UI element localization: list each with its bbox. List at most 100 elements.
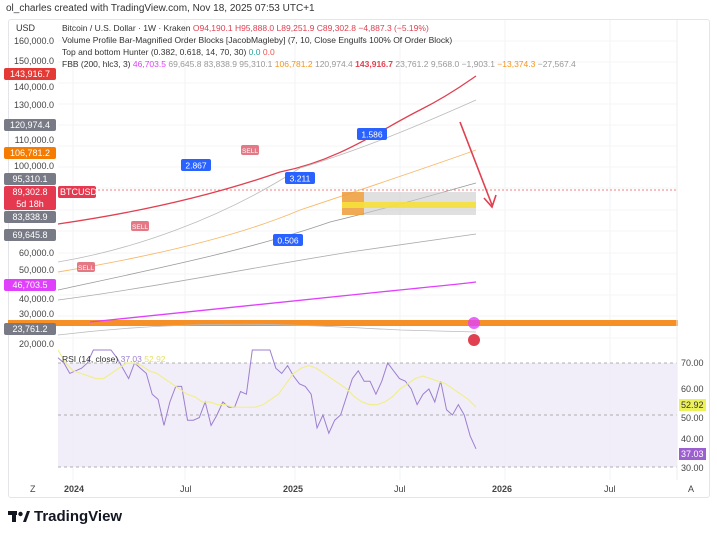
band-tag: 69,645.8: [4, 229, 56, 241]
close-value: C89,302.8: [316, 23, 356, 33]
high-value: H95,888.0: [234, 23, 275, 33]
band-mid: [57, 149, 477, 273]
time-tick: 2024: [64, 484, 85, 494]
chart-frame: [8, 19, 710, 498]
change-value: −4,887.3 (−5.19%): [358, 23, 429, 33]
price-tick: 160,000.0: [13, 36, 54, 46]
us-flag-icon: [468, 334, 480, 346]
tbh-value-1: 0.0: [248, 47, 261, 57]
rsi-value: 37.03: [120, 354, 142, 364]
fbb-value: 83,838.9: [203, 59, 237, 69]
rsi-value-tag: 37.03: [679, 448, 706, 460]
last-price-tag: 89,302.8: [4, 186, 56, 198]
fbb-value: 120,974.4: [314, 59, 353, 69]
fbb-value: 69,645.8: [168, 59, 202, 69]
rsi-tick: 40.00: [681, 434, 704, 444]
band-tag: 83,838.9: [4, 211, 56, 223]
open-value: O94,190.1: [192, 23, 233, 33]
zoom-z-button[interactable]: Z: [30, 484, 36, 494]
rsi-name: RSI (14, close): [62, 354, 119, 364]
symbol-name: Bitcoin / U.S. Dollar · 1W · Kraken: [62, 23, 191, 33]
fbb-value: 9,568.0: [430, 59, 460, 69]
band-lower: [89, 281, 477, 323]
upper-band-tag: 143,916.7: [4, 68, 56, 80]
mid-band-tag: 106,781.2: [4, 147, 56, 159]
sell-signal: [131, 221, 149, 231]
price-tick: 60,000.0: [18, 248, 54, 258]
fbb-value: 46,703.5: [132, 59, 166, 69]
currency-label: USD: [16, 23, 36, 33]
ratio-label: [181, 159, 211, 171]
volume-poc: [342, 202, 476, 208]
price-tick: 40,000.0: [18, 294, 54, 304]
ratio-label-text: 3.211: [290, 174, 311, 184]
fbb-value: −27,567.4: [537, 59, 576, 69]
sell-signal-text: SELL: [132, 224, 148, 231]
ratio-label-text: 2.867: [185, 161, 207, 171]
sell-signal: [241, 145, 259, 155]
tbh-indicator-legend[interactable]: Top and bottom Hunter (0.382, 0.618, 14,…: [62, 47, 275, 57]
fbb-value: 143,916.7: [355, 59, 393, 69]
rsi-line: [57, 349, 477, 450]
fbb-name: FBB (200, hlc3, 3): [62, 59, 131, 69]
time-tick: Jul: [394, 484, 406, 494]
band-5: [57, 233, 477, 301]
time-tick: Jul: [604, 484, 616, 494]
price-tick: 30,000.0: [18, 309, 54, 319]
bar-countdown: 5d 18h: [4, 198, 56, 210]
price-tick: 150,000.0: [13, 56, 54, 66]
price-tick: 140,000.0: [13, 82, 54, 92]
band-2: [57, 99, 477, 263]
band-upper: [57, 75, 477, 225]
brand-name: TradingView: [34, 508, 123, 525]
rsi-tick: 50.00: [681, 413, 704, 423]
fbb-value: −1,903.1: [461, 59, 495, 69]
tbh-value-2: 0.0: [262, 47, 275, 57]
band-tag: 23,761.2: [4, 323, 56, 335]
band-tag: 95,310.1: [4, 173, 56, 185]
tv-logo-icon: [8, 511, 30, 522]
time-tick: Jul: [180, 484, 192, 494]
projection-arrow: [459, 121, 497, 209]
rsi-legend[interactable]: RSI (14, close) 37.03 52.92: [62, 354, 166, 364]
band-7: [57, 323, 477, 336]
price-tick: 50,000.0: [18, 265, 54, 275]
price-tick: 100,000.0: [13, 161, 54, 171]
time-tick: 2025: [283, 484, 304, 494]
symbol-legend[interactable]: Bitcoin / U.S. Dollar · 1W · Kraken O94,…: [62, 23, 429, 33]
support-zone: [8, 320, 678, 326]
sell-signal-text: SELL: [78, 265, 94, 272]
fbb-indicator-legend[interactable]: FBB (200, hlc3, 3) 46,703.5 69,645.8 83,…: [62, 59, 576, 69]
tbh-name: Top and bottom Hunter (0.382, 0.618, 14,…: [62, 47, 247, 57]
auto-scale-button[interactable]: A: [688, 484, 695, 494]
rsi-plot: [57, 349, 477, 450]
symbol-tag: BTCUSD: [58, 186, 98, 198]
rsi-tick: 60.00: [681, 384, 704, 394]
fbb-value: 23,761.2: [395, 59, 429, 69]
ratio-label: [273, 234, 303, 246]
ratio-label-text: 1.586: [361, 130, 383, 140]
sell-signal: [77, 262, 95, 272]
low-value: L89,251.9: [276, 23, 315, 33]
fbb-value: 95,310.1: [239, 59, 273, 69]
price-tick: 20,000.0: [18, 339, 54, 349]
rsi-ma-line: [57, 349, 477, 408]
fbb-value: −13,374.3: [497, 59, 536, 69]
vp-indicator-legend[interactable]: Volume Profile Bar-Magnified Order Block…: [62, 35, 453, 45]
tradingview-logo[interactable]: TradingView: [8, 508, 122, 525]
rsi-ma-value: 52.92: [144, 354, 166, 364]
event-icon: [468, 317, 480, 329]
band-tag: 120,974.4: [4, 119, 56, 131]
lower-band-tag: 46,703.5: [4, 279, 56, 291]
ratio-label-text: 0.506: [277, 236, 299, 246]
sell-signal-text: SELL: [242, 148, 258, 155]
rsi-tick: 30.00: [681, 463, 704, 473]
credit-line: ol_charles created with TradingView.com,…: [6, 3, 315, 14]
rsi-tick: 70.00: [681, 358, 704, 368]
price-tick: 110,000.0: [14, 135, 54, 145]
rsi-ma-tag: 52.92: [679, 399, 706, 411]
fbb-value: 106,781.2: [274, 59, 313, 69]
price-tick: 130,000.0: [13, 100, 54, 110]
